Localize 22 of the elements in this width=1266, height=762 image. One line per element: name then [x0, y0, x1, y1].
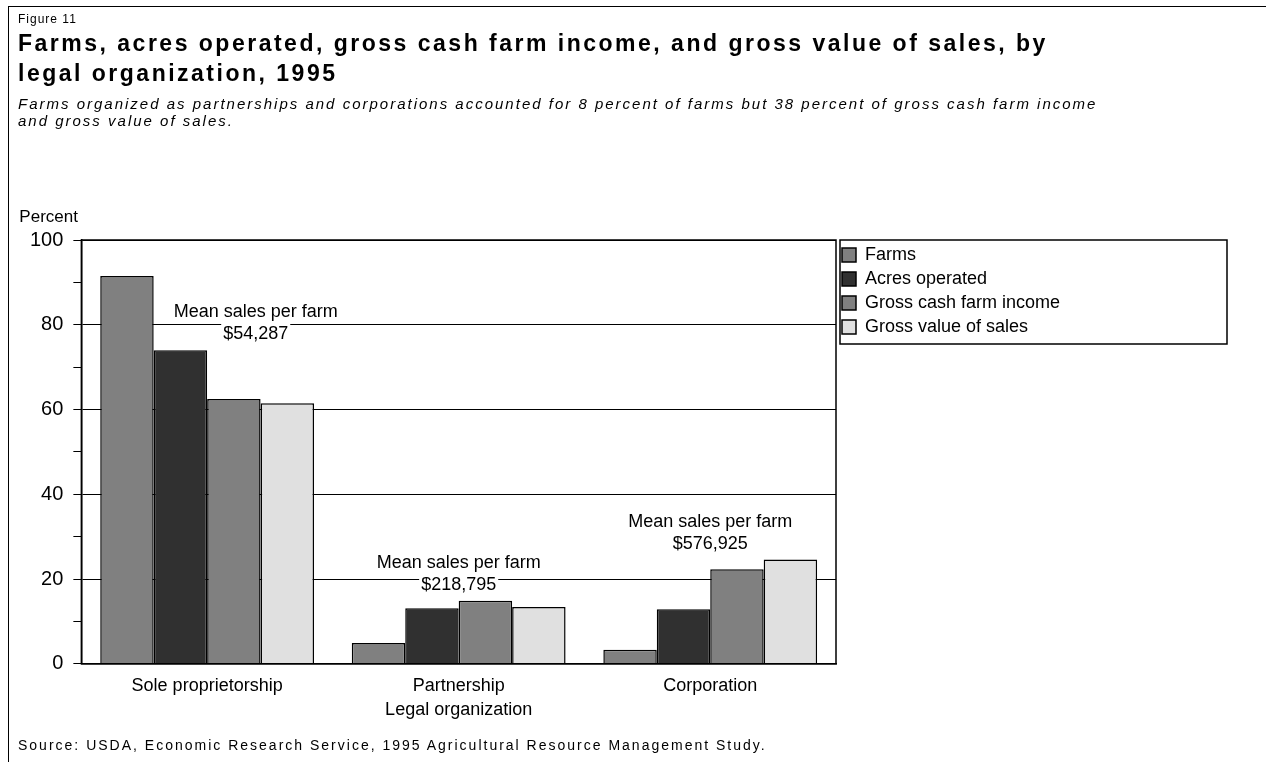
- x-tick-label: Sole proprietorship: [131, 674, 283, 695]
- caption: Figure 11: [18, 12, 77, 26]
- source-note: Source: USDA, Economic Research Service, 1995 Agricultural Resource Management Study.: [18, 737, 767, 753]
- annotation: Mean sales per farm $54,287: [173, 301, 338, 344]
- y-tick-label: 80: [41, 312, 64, 335]
- y-tick-label: 100: [29, 227, 64, 250]
- legend-label: Acres operated: [865, 267, 988, 288]
- y-tick-label: 40: [41, 481, 64, 504]
- y-tick-label: 20: [41, 566, 64, 589]
- annotation: Mean sales per farm $576,925: [628, 510, 793, 553]
- chart-title: Farms, acres operated, gross cash farm income, and gross value of sales, by legal organization, 1995: [18, 29, 1049, 88]
- y-tick-label: 0: [52, 651, 64, 674]
- y-axis-title: Percent: [19, 207, 79, 227]
- x-axis-title: Legal organization: [385, 699, 533, 720]
- x-tick-label: Corporation: [663, 674, 758, 695]
- chart-subtitle: Farms organized as partnerships and corporations accounted for 8 percent of farms but 38 percent of gross cash farm income and gross value of sales.: [18, 95, 1099, 129]
- legend-label: Farms: [865, 243, 916, 264]
- legend-label: Gross value of sales: [865, 315, 1029, 336]
- y-tick-label: 60: [41, 397, 64, 420]
- legend-label: Gross cash farm income: [865, 291, 1061, 312]
- x-tick-label: Partnership: [412, 674, 505, 695]
- annotation: Mean sales per farm $218,795: [376, 551, 541, 594]
